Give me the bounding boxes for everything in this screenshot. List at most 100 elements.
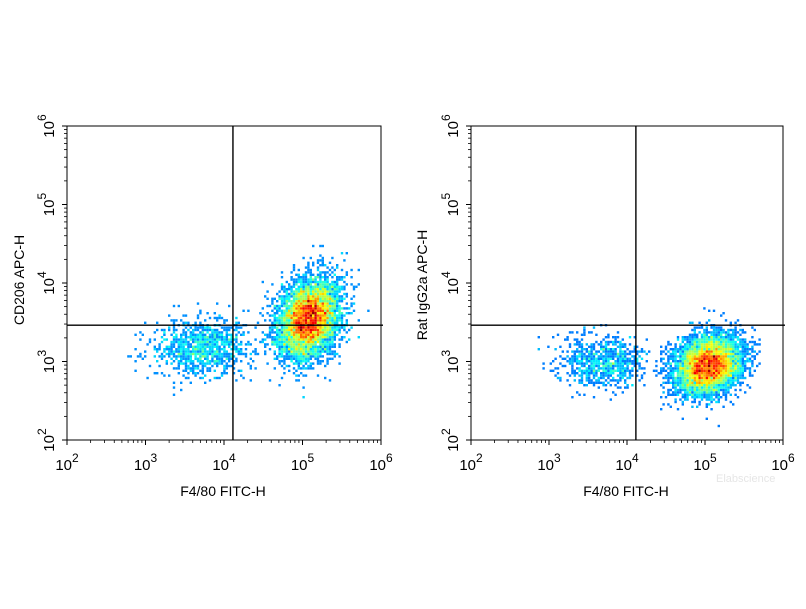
event-point [336,314,339,317]
event-point [340,288,344,291]
event-point [333,297,336,300]
event-point [592,326,596,329]
event-point [319,336,322,339]
event-point [600,374,603,377]
event-point [295,328,298,332]
event-point [177,350,180,353]
event-point [588,345,591,348]
event-point [324,316,327,320]
event-point [285,307,288,310]
event-point [705,396,708,399]
event-point [285,302,288,305]
event-point [225,355,228,358]
event-point [734,362,737,365]
event-point [331,295,334,298]
event-point [316,266,320,269]
event-point [336,290,339,293]
event-point [350,326,353,329]
event-point [602,338,605,341]
event-point [312,297,315,300]
event-point [184,362,188,365]
event-point [321,343,324,346]
event-point [679,388,682,392]
event-point [235,379,238,382]
event-point [321,271,324,274]
event-point [727,333,730,336]
event-point [278,333,281,336]
event-point [211,355,214,358]
event-point [736,338,740,341]
event-point [604,369,608,372]
event-point [326,288,329,291]
event-point [748,357,752,360]
event-point [304,328,308,332]
event-point [295,350,298,353]
event-point [732,381,735,384]
event-point [218,360,221,363]
event-point [309,256,312,260]
event-point [314,312,317,315]
event-point [748,369,752,372]
event-point [201,355,204,358]
event-point [170,348,173,351]
event-point [304,271,308,274]
event-point [568,362,572,365]
event-point [273,367,276,370]
event-point [585,379,588,382]
event-point [720,345,723,348]
event-point [597,350,600,353]
x-tick-label: 104 [212,451,236,474]
event-point [216,364,219,368]
event-point [717,362,720,365]
event-point [271,328,274,332]
event-point [338,319,341,322]
event-point [300,295,303,298]
event-point [708,372,711,375]
y-tick-label: 102 [35,428,58,452]
event-point [187,367,190,370]
event-point [194,340,197,344]
event-point [628,376,632,380]
event-point [196,364,200,368]
event-point [324,338,327,341]
event-point [564,357,567,360]
event-point [590,362,593,365]
event-point [693,336,696,339]
event-point [228,326,231,329]
event-point [336,266,339,269]
event-point [732,360,735,363]
event-point [588,360,591,363]
event-point [576,355,579,358]
event-point [552,336,555,339]
event-point [297,348,300,351]
event-point [592,345,596,348]
event-point [710,326,713,329]
event-point [693,357,696,360]
event-point [727,388,730,392]
event-point [700,379,704,382]
event-point [595,333,598,336]
event-point [331,345,334,348]
event-point [199,350,202,353]
event-point [189,331,192,334]
event-point [304,343,308,346]
event-point [612,357,615,360]
event-point [753,355,756,358]
event-point [292,321,296,324]
event-point [693,331,696,334]
event-point [280,352,284,356]
event-point [144,355,147,358]
event-point [261,338,264,341]
event-point [655,374,658,377]
event-point [292,300,296,303]
event-point [309,367,312,370]
event-point [681,338,684,341]
event-point [211,364,214,368]
event-point [225,331,228,334]
event-point [554,348,557,351]
event-point [708,398,711,401]
x-tick-label: 105 [693,451,717,474]
event-point [717,336,720,339]
event-point [223,352,226,356]
event-point [736,367,740,370]
